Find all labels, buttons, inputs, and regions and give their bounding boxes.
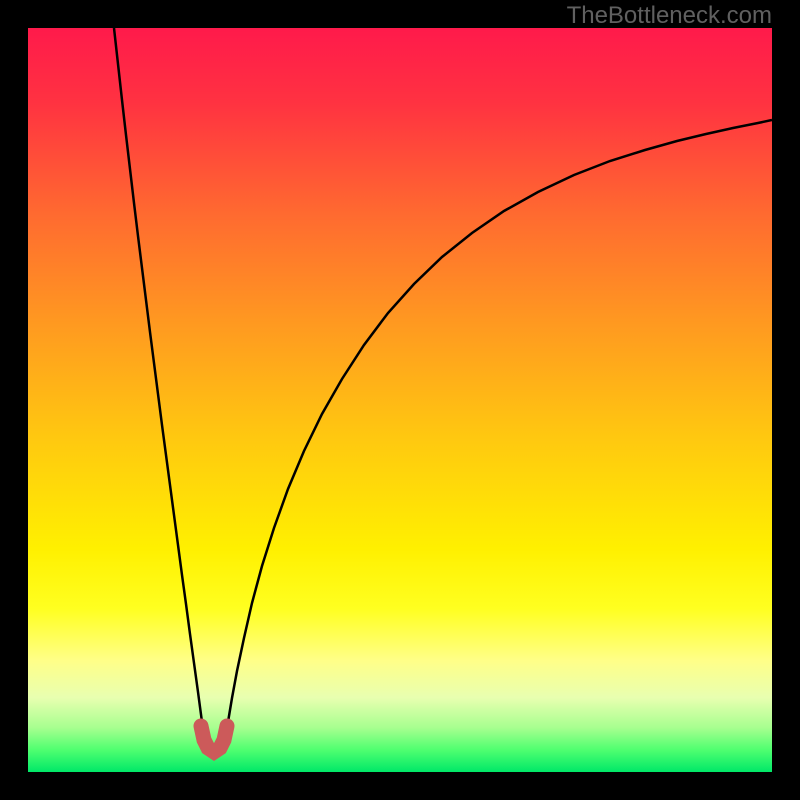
- curve-valley-marker: [201, 726, 227, 752]
- plot-area: [28, 28, 772, 772]
- curve-right-branch: [228, 120, 772, 722]
- curve-layer: [28, 28, 772, 772]
- chart-container: TheBottleneck.com: [0, 0, 800, 800]
- watermark-text: TheBottleneck.com: [567, 2, 772, 30]
- curve-left-branch: [114, 28, 202, 722]
